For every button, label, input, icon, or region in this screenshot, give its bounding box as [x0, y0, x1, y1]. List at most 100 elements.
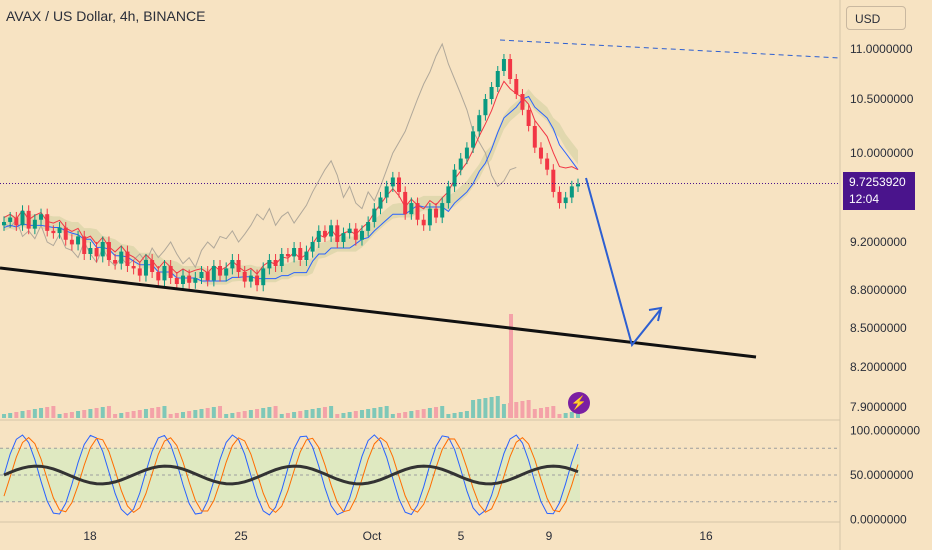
volume-bar	[156, 407, 161, 418]
volume-bar	[82, 410, 87, 418]
lightning-icon[interactable]: ⚡	[568, 392, 590, 414]
candle	[403, 191, 408, 215]
volume-bar	[353, 411, 358, 418]
volume-bar	[563, 413, 568, 418]
candle	[236, 260, 241, 272]
candle	[477, 115, 482, 132]
candle	[569, 186, 574, 198]
candle	[483, 99, 488, 116]
volume-bar	[76, 411, 81, 418]
stoch-d-line	[3, 436, 579, 514]
candle	[57, 227, 62, 234]
volume-bar	[557, 414, 562, 418]
volume-bar	[261, 408, 266, 418]
candle	[14, 217, 19, 226]
candle	[100, 242, 105, 257]
volume-bar	[242, 411, 247, 418]
candle	[304, 251, 309, 260]
conversion-line	[3, 80, 579, 275]
price-tick-label: 8.2000000	[850, 360, 907, 374]
candle	[551, 169, 556, 192]
candle	[335, 225, 340, 242]
candle	[82, 236, 87, 254]
candle	[322, 230, 327, 237]
candle	[285, 254, 290, 257]
candle	[316, 230, 321, 242]
volume-bar	[341, 413, 346, 418]
projection-arrowhead	[648, 306, 663, 322]
volume-bar	[310, 409, 315, 418]
volume-bar	[45, 407, 50, 418]
candle	[372, 208, 377, 222]
volume-bar	[520, 401, 525, 418]
volume-bar	[366, 409, 371, 418]
candle	[273, 260, 278, 266]
volume-bar	[316, 408, 321, 418]
volume-bar	[199, 409, 204, 418]
volume-bar	[14, 412, 19, 418]
candle	[150, 260, 155, 272]
volume-bar	[501, 404, 506, 418]
candle	[267, 260, 272, 269]
price-tick-label: 9.2000000	[850, 235, 907, 249]
candle	[440, 203, 445, 218]
volume-bar	[20, 411, 25, 418]
volume-bar	[267, 407, 272, 418]
volume-bar	[63, 413, 68, 418]
candle	[526, 109, 531, 126]
last-price-tag: 9.7253920 12:04	[843, 172, 915, 210]
volume-bar	[384, 406, 389, 418]
volume-bar	[372, 408, 377, 418]
projection-arrow	[585, 177, 661, 348]
candle	[8, 217, 13, 222]
stoch-k-line	[3, 434, 579, 516]
candle	[26, 210, 31, 229]
candle	[409, 203, 414, 215]
candle	[378, 197, 383, 209]
candle	[298, 248, 303, 260]
volume-bar	[551, 406, 556, 418]
candle	[347, 228, 352, 234]
volume-bar	[236, 412, 241, 418]
volume-bar	[292, 412, 297, 418]
volume-bar	[57, 414, 62, 418]
support-trendline	[0, 266, 757, 359]
oscillator-tick-label: 100.0000000	[850, 423, 920, 437]
price-tick-label: 8.5000000	[850, 321, 907, 335]
candle	[471, 131, 476, 148]
candle	[69, 239, 74, 245]
candle	[532, 126, 537, 148]
volume-bar	[94, 408, 99, 418]
candle	[2, 221, 6, 226]
currency-button[interactable]: USD	[846, 6, 906, 30]
candle	[218, 266, 223, 276]
volume-bar	[88, 409, 93, 418]
volume-bar	[471, 400, 476, 418]
volume-bar	[8, 413, 13, 418]
volume-bar	[137, 410, 142, 418]
volume-bar	[119, 413, 124, 418]
volume-bar	[397, 413, 402, 418]
volume-bar	[477, 399, 482, 418]
volume-bar	[458, 412, 463, 418]
candle	[137, 268, 142, 276]
volume-bar	[298, 411, 303, 418]
volume-bar	[187, 411, 192, 418]
volume-bar	[211, 407, 216, 418]
candle	[341, 233, 346, 242]
volume-bar	[113, 414, 118, 418]
candle	[119, 251, 124, 264]
candle	[310, 242, 315, 252]
volume-bar	[538, 408, 543, 418]
price-tick-label: 10.0000000	[850, 146, 914, 160]
candle	[397, 177, 402, 192]
volume-bar	[304, 410, 309, 418]
candle	[193, 278, 198, 283]
candle	[508, 59, 513, 79]
volume-bar	[26, 410, 31, 418]
countdown-timer: 12:04	[849, 192, 880, 206]
volume-bar	[193, 410, 198, 418]
candle	[248, 275, 253, 282]
candle	[76, 236, 81, 245]
